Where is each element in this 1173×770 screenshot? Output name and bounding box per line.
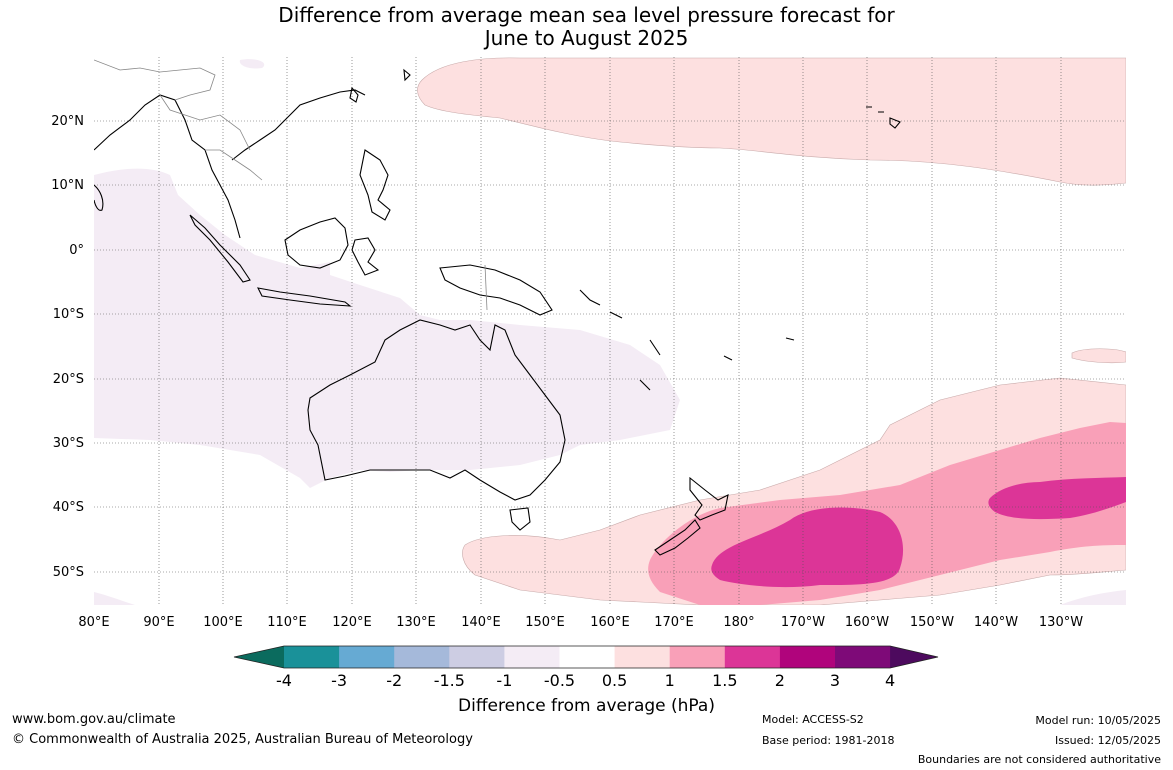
lon-label-150e: 150°E bbox=[525, 615, 565, 630]
colorbar-tick-label: -2 bbox=[386, 671, 402, 690]
colorbar-arrow-left bbox=[234, 646, 284, 668]
colorbar: -4 -3 -2 -1.5 -1 -0.5 0.5 1 1.5 2 3 4 bbox=[233, 645, 939, 690]
lon-label-140w: 140°W bbox=[974, 615, 1018, 630]
website-text: www.bom.gov.au/climate bbox=[12, 712, 176, 727]
colorbar-tick-label: -1 bbox=[496, 671, 512, 690]
positive-1-5-region-west bbox=[711, 507, 904, 588]
lon-label-130w: 130°W bbox=[1039, 615, 1083, 630]
country-borders bbox=[94, 59, 488, 311]
colorbar-arrow-right bbox=[890, 646, 938, 668]
colorbar-segment bbox=[449, 646, 505, 668]
colorbar-segment bbox=[284, 646, 340, 668]
colorbar-segment bbox=[614, 646, 671, 668]
colorbar-title: Difference from average (hPa) bbox=[458, 696, 715, 716]
positive-1-5-region-east bbox=[988, 477, 1126, 520]
lon-label-80e: 80°E bbox=[78, 615, 109, 630]
lon-label-100e: 100°E bbox=[203, 615, 243, 630]
lat-label-50s: 50°S bbox=[53, 565, 84, 580]
lat-label-20n: 20°N bbox=[51, 114, 84, 129]
map-title: Difference from average mean sea level p… bbox=[0, 4, 1173, 50]
colorbar-tick-label: 4 bbox=[885, 671, 895, 690]
gridlines bbox=[94, 57, 1126, 605]
colorbar-tick-label: -4 bbox=[276, 671, 292, 690]
copyright-text: © Commonwealth of Australia 2025, Austra… bbox=[12, 732, 473, 747]
title-line-2: June to August 2025 bbox=[484, 26, 689, 50]
lon-label-160e: 160°E bbox=[590, 615, 630, 630]
colorbar-segment bbox=[779, 646, 836, 668]
colorbar-tick-label: -0.5 bbox=[544, 671, 575, 690]
colorbar-tick-label: 1 bbox=[665, 671, 675, 690]
lon-label-170e: 170°E bbox=[654, 615, 694, 630]
lat-label-20s: 20°S bbox=[53, 372, 84, 387]
colorbar-tick-label: -1.5 bbox=[434, 671, 465, 690]
lon-label-150w: 150°W bbox=[910, 615, 954, 630]
lat-label-30s: 30°S bbox=[53, 436, 84, 451]
map-plot-area bbox=[94, 57, 1126, 605]
australia-coast bbox=[307, 319, 566, 501]
negative-anomaly-region bbox=[94, 168, 680, 488]
title-line-1: Difference from average mean sea level p… bbox=[278, 3, 895, 27]
lon-label-160w: 160°W bbox=[845, 615, 889, 630]
model-run-text: Model run: 10/05/2025 bbox=[1035, 714, 1161, 727]
lat-label-40s: 40°S bbox=[53, 500, 84, 515]
colorbar-tick-label: 0.5 bbox=[602, 671, 627, 690]
colorbar-tick-label: -3 bbox=[331, 671, 347, 690]
lon-label-130e: 130°E bbox=[396, 615, 436, 630]
colorbar-segment bbox=[724, 646, 781, 668]
lat-label-10s: 10°S bbox=[53, 307, 84, 322]
lat-label-0: 0° bbox=[69, 243, 84, 258]
colorbar-segment bbox=[339, 646, 395, 668]
coastlines bbox=[94, 68, 901, 556]
colorbar-tick-label: 2 bbox=[775, 671, 785, 690]
colorbar-tick-label: 1.5 bbox=[712, 671, 737, 690]
colorbar-tick-label: 3 bbox=[830, 671, 840, 690]
model-text: Model: ACCESS-S2 bbox=[762, 713, 864, 726]
lon-label-180: 180° bbox=[723, 615, 754, 630]
lon-label-170w: 170°W bbox=[781, 615, 825, 630]
colorbar-segment bbox=[504, 646, 560, 668]
colorbar-segment bbox=[669, 646, 726, 668]
lat-label-10n: 10°N bbox=[51, 178, 84, 193]
colorbar-segment bbox=[559, 646, 616, 668]
lon-label-120e: 120°E bbox=[332, 615, 372, 630]
new-zealand-coast bbox=[689, 476, 729, 521]
lon-label-90e: 90°E bbox=[143, 615, 174, 630]
positive-anomaly-north-pacific bbox=[417, 57, 1126, 186]
colorbar-segment bbox=[394, 646, 450, 668]
lon-label-140e: 140°E bbox=[461, 615, 501, 630]
base-period-text: Base period: 1981-2018 bbox=[762, 734, 895, 747]
colorbar-segment bbox=[835, 646, 891, 668]
disclaimer-text: Boundaries are not considered authoritat… bbox=[917, 753, 1161, 766]
lon-label-110e: 110°E bbox=[267, 615, 307, 630]
issued-text: Issued: 12/05/2025 bbox=[1054, 734, 1161, 747]
